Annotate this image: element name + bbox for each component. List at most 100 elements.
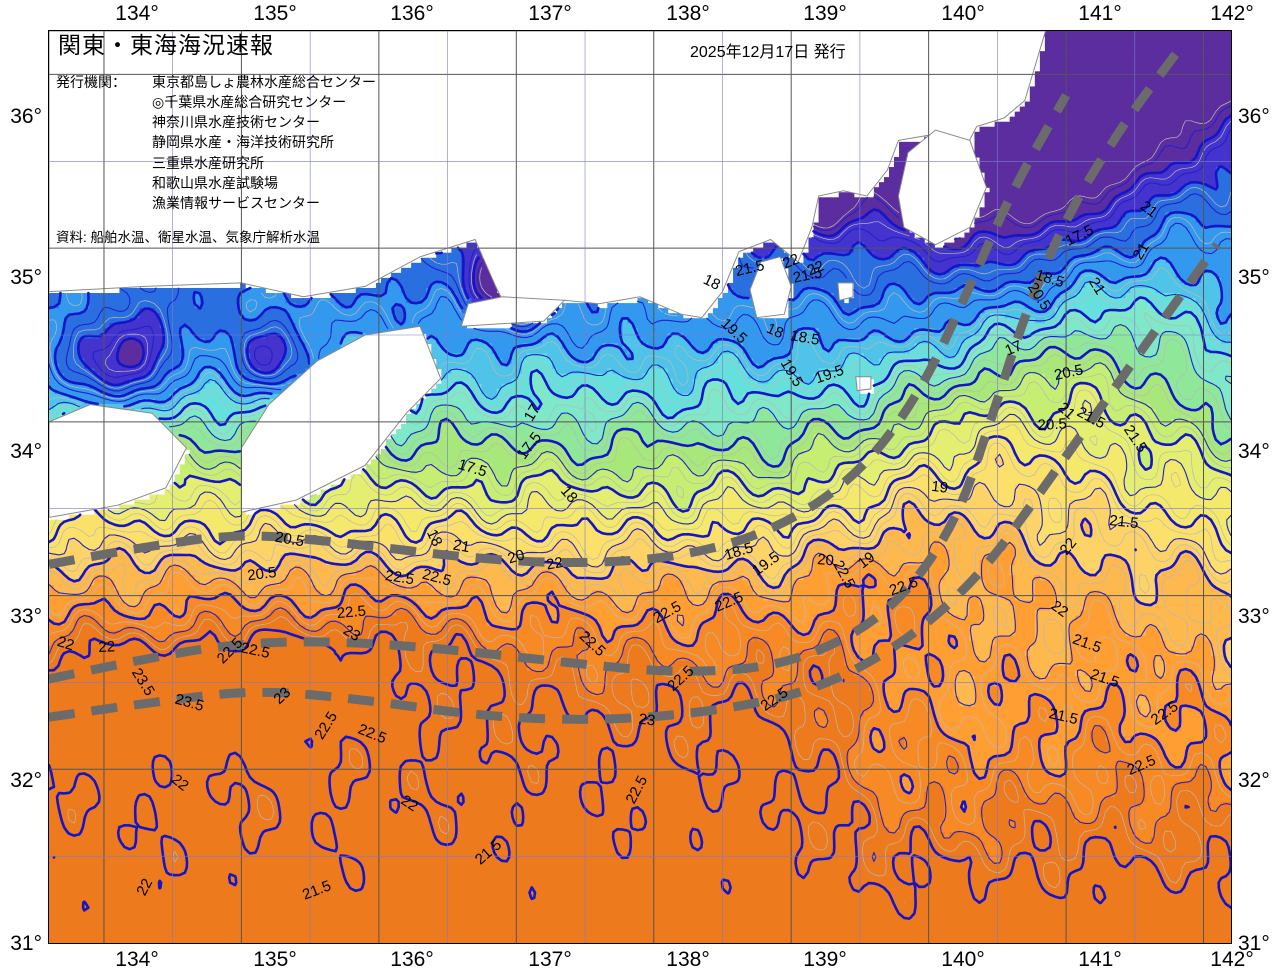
- publisher-org-5-row: 和歌山県水産試験場: [152, 175, 278, 192]
- lon-tick-139-bottom: 139°: [803, 948, 847, 971]
- contour-label: 22: [98, 638, 115, 656]
- contour-label: 20: [506, 546, 527, 567]
- contour-label: 22.5: [336, 603, 367, 622]
- contour-label: 18: [701, 271, 723, 294]
- contour-label: 22.5: [420, 566, 453, 590]
- lat-tick-33-left: 33°: [10, 605, 42, 628]
- contour-label: 20.5: [1053, 361, 1085, 384]
- page-title: 関東・東海海況速報: [58, 32, 274, 58]
- landmass-3: [49, 403, 188, 518]
- lon-tick-142-top: 142°: [1210, 2, 1254, 25]
- contour-label: 18: [764, 320, 786, 342]
- publisher-row-0: 発行機関： 東京都島しょ農林水産総合センター: [56, 72, 756, 92]
- landmass-6: [837, 282, 854, 301]
- lat-tick-34-left: 34°: [10, 440, 42, 463]
- contour-label: 22: [398, 792, 421, 815]
- contour-label: 17: [521, 401, 544, 424]
- contour-label: 22: [168, 771, 192, 795]
- lon-tick-140-top: 140°: [941, 2, 985, 25]
- contour-label: 22.5: [384, 567, 416, 588]
- lat-tick-31-right: 31°: [1238, 932, 1270, 955]
- contour-label: 21.5: [734, 257, 766, 280]
- lat-tick-35-left: 35°: [10, 266, 42, 289]
- kuroshio-axis-1: [49, 242, 1221, 724]
- lon-tick-140-bottom: 140°: [941, 948, 985, 971]
- lon-tick-141-top: 141°: [1078, 2, 1122, 25]
- contour-label: 22: [780, 251, 802, 273]
- contour-label: 21: [1130, 240, 1153, 263]
- contour-label: 23: [340, 622, 363, 645]
- publisher-org-0: 東京都島しょ農林水産総合センター: [152, 73, 376, 90]
- lon-tick-134-top: 134°: [115, 2, 159, 25]
- contour-label: 22: [1048, 597, 1071, 621]
- lat-tick-32-right: 32°: [1238, 769, 1270, 792]
- lon-tick-139-top: 139°: [803, 2, 847, 25]
- lon-tick-134-bottom: 134°: [115, 948, 159, 971]
- contour-lines-integer: [49, 114, 1231, 920]
- landmass-4: [240, 325, 442, 513]
- publisher-org-3-row: 静岡県水産・海洋技術研究所: [152, 134, 334, 151]
- contour-label: 22.5: [239, 639, 271, 662]
- publisher-org-6-row: 漁業情報サービスセンター: [152, 195, 320, 212]
- lon-tick-141-bottom: 141°: [1078, 948, 1122, 971]
- lat-tick-34-right: 34°: [1238, 440, 1270, 463]
- contour-label: 19: [930, 478, 949, 497]
- contour-label: 21.5: [792, 264, 824, 287]
- lat-tick-35-right: 35°: [1238, 266, 1270, 289]
- contour-label: 22: [805, 258, 827, 280]
- contour-label: 21.5: [1047, 705, 1079, 728]
- lon-tick-136-top: 136°: [390, 2, 434, 25]
- lon-tick-135-bottom: 135°: [253, 948, 297, 971]
- contour-label: 21: [1137, 198, 1161, 222]
- lon-tick-137-bottom: 137°: [528, 948, 572, 971]
- lon-tick-138-bottom: 138°: [666, 948, 710, 971]
- lon-tick-142-bottom: 142°: [1210, 948, 1254, 971]
- kuroshio-axis-0: [49, 50, 1180, 684]
- publisher-org-1-row: ◎千葉県水産総合研究センター: [152, 93, 347, 110]
- land-areas: [49, 31, 1047, 518]
- contour-label: 18.5: [789, 327, 821, 349]
- contour-label: 22: [1057, 535, 1081, 559]
- contour-label: 20.5: [274, 529, 306, 551]
- lon-tick-137-top: 137°: [528, 2, 572, 25]
- contour-label: 18: [423, 527, 445, 549]
- contour-label: 22: [133, 876, 156, 899]
- lon-tick-136-bottom: 136°: [390, 948, 434, 971]
- contour-label: 20.5: [246, 564, 277, 584]
- contour-label: 22: [545, 554, 564, 574]
- lon-tick-135-top: 135°: [253, 2, 297, 25]
- map-graticule: [49, 31, 1231, 943]
- contour-label: 21.5: [1108, 512, 1139, 532]
- map-header-block: 関東・東海海況速報 発行機関： 東京都島しょ農林水産総合センター ◎千葉県水産総合…: [56, 32, 756, 247]
- lon-tick-138-top: 138°: [666, 2, 710, 25]
- data-source-line: 資料: 船舶水温、衛星水温、気象庁解析水温: [56, 229, 321, 245]
- contour-label: 21: [1085, 275, 1108, 298]
- publisher-org-2-row: 神奈川県水産技術センター: [152, 114, 320, 131]
- lat-tick-33-right: 33°: [1238, 605, 1270, 628]
- publisher-org-4-row: 三重県水産研究所: [152, 154, 264, 171]
- kuroshio-axis-lines: [49, 50, 1221, 724]
- kuroshio-axis-2: [49, 93, 1071, 569]
- landmass-2: [749, 256, 792, 319]
- sst-map-canvas: 17 17.5 17.5 17.5 17 18 18 18 18 18.5 18.5 18.5 19 19…: [49, 31, 1231, 943]
- contour-label: 23: [638, 711, 657, 730]
- sst-map-frame[interactable]: 17 17.5 17.5 17.5 17 18 18 18 18 18.5 18.5 18.5 19 19…: [48, 30, 1232, 944]
- contour-label: 20.5: [1037, 416, 1067, 435]
- sst-map-svg: 1717.517.517.5171818181818.518.518.51919…: [49, 31, 1231, 943]
- landmass-5: [460, 296, 566, 327]
- contour-label: 22: [55, 633, 76, 654]
- contour-label: 17: [1003, 337, 1025, 359]
- landmass-1: [897, 129, 987, 246]
- contour-label: 20: [816, 551, 834, 569]
- lat-tick-31-left: 31°: [10, 932, 42, 955]
- landmass-7: [855, 376, 872, 392]
- lat-tick-36-right: 36°: [1238, 105, 1270, 128]
- issue-date: 2025年12月17日 発行: [690, 44, 846, 61]
- lat-tick-32-left: 32°: [10, 769, 42, 792]
- publisher-label: 発行機関：: [56, 73, 126, 90]
- lat-tick-36-left: 36°: [10, 105, 42, 128]
- contour-label: 19: [855, 549, 879, 573]
- contour-label: 21: [452, 537, 471, 557]
- contour-lines-minor: [49, 100, 1231, 904]
